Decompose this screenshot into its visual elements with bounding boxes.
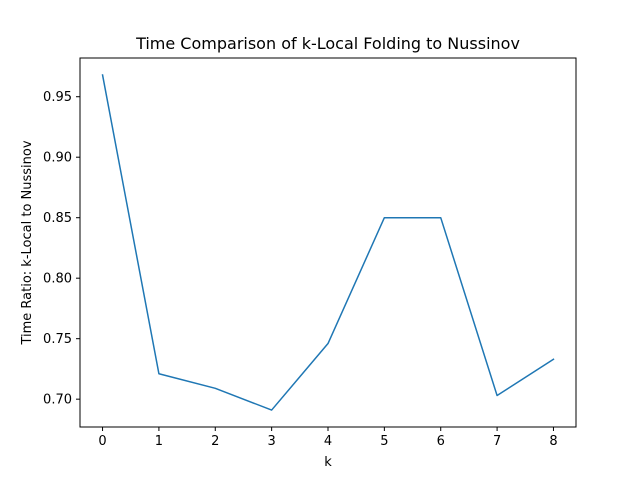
x-tick-label: 6 [437,434,445,449]
y-tick-label: 0.70 [43,393,72,408]
y-tick-label: 0.90 [43,151,72,166]
x-tick-label: 1 [155,434,163,449]
chart-title: Time Comparison of k-Local Folding to Nu… [135,34,520,53]
plot-area [80,58,576,427]
x-tick-label: 4 [324,434,332,449]
x-tick-label: 8 [549,434,557,449]
x-axis-ticks: 0 1 2 3 4 5 6 7 8 [98,427,558,449]
x-tick-label: 0 [98,434,106,449]
x-tick-label: 2 [211,434,219,449]
y-axis-ticks: 0.70 0.75 0.80 0.85 0.90 0.95 [43,90,80,408]
plot-frame [79,57,577,428]
y-tick-label: 0.95 [43,90,72,105]
x-axis-label: k [324,455,332,470]
series-layer [101,74,555,411]
y-tick-label: 0.80 [43,272,72,287]
y-tick-label: 0.75 [43,332,72,347]
x-tick-label: 7 [493,434,501,449]
y-tick-label: 0.85 [43,211,72,226]
x-tick-label: 5 [380,434,388,449]
x-tick-label: 3 [267,434,275,449]
y-axis-label: Time Ratio: k-Local to Nussinov [20,140,35,345]
